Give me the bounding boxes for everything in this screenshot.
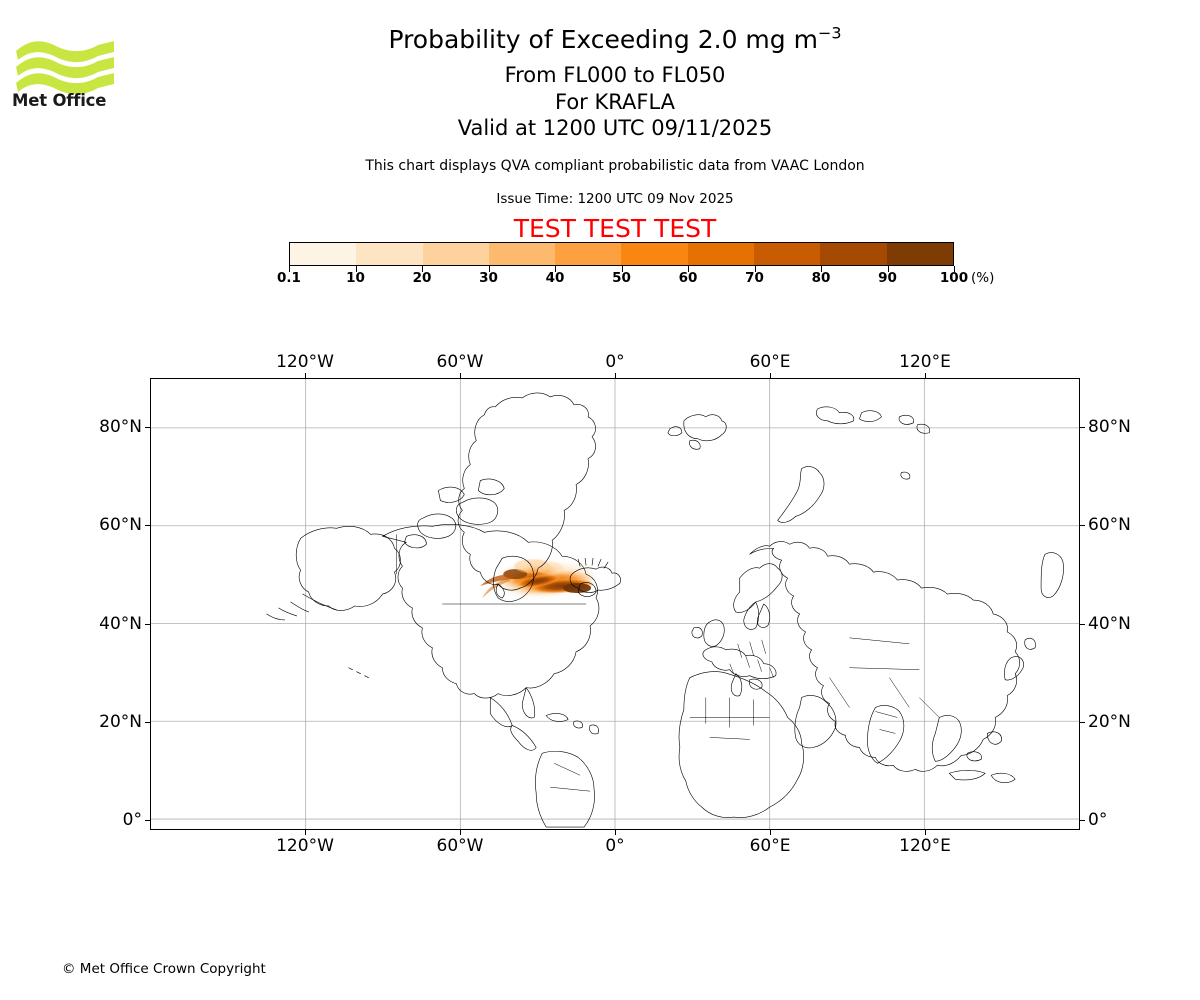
- lat-tick-0-left: [145, 820, 150, 822]
- colorbar-tick-label-40: 40: [545, 270, 565, 286]
- map-gridlines: [151, 379, 1079, 829]
- colorbar-tick-label-30: 30: [479, 270, 498, 286]
- test-banner: TEST TEST TEST: [513, 214, 717, 243]
- page-title-superscript: −3: [817, 23, 842, 43]
- colorbar-band-1: [290, 243, 357, 265]
- colorbar-tick-label-50: 50: [612, 270, 631, 286]
- colorbar-band-5: [555, 243, 622, 265]
- lat-label-left-60: 60°N: [99, 515, 142, 536]
- colorbar-tick-60: [688, 266, 689, 272]
- lat-tick-40-left: [145, 623, 150, 625]
- lat-tick-20-left: [145, 721, 150, 723]
- lon-label-top--60: 60°W: [436, 352, 484, 372]
- lon-tick--120-top: [305, 373, 306, 378]
- lon-tick-60-bottom: [770, 830, 771, 835]
- colorbar-tick-label-100: 100: [939, 270, 969, 286]
- map-plot-area: [150, 378, 1080, 830]
- met-office-logo: [16, 41, 114, 95]
- colorbar-tick-40: [555, 266, 556, 272]
- lat-tick-80-right: [1080, 427, 1085, 429]
- lat-label-right-80: 80°N: [1088, 417, 1131, 438]
- lon-tick-0-top: [615, 373, 616, 378]
- lat-label-left-0: 0°: [122, 810, 142, 831]
- valid-time: Valid at 1200 UTC 09/11/2025: [457, 116, 773, 140]
- volcano-name: For KRAFLA: [555, 90, 675, 114]
- lat-label-right-40: 40°N: [1088, 613, 1131, 634]
- lat-tick-40-right: [1080, 623, 1085, 625]
- lon-tick--60-bottom: [460, 830, 461, 835]
- colorbar-tick-20: [422, 266, 423, 272]
- lat-tick-20-right: [1080, 721, 1085, 723]
- lon-tick-120-bottom: [925, 830, 926, 835]
- colorbar-band-8: [754, 243, 821, 265]
- colorbar-tick-label-90: 90: [878, 270, 897, 286]
- colorbar-band-2: [356, 243, 423, 265]
- qva-note: This chart displays QVA compliant probab…: [365, 158, 865, 174]
- lat-tick-0-right: [1080, 820, 1085, 822]
- colorbar-tick-70: [754, 266, 756, 272]
- lat-tick-60-left: [145, 525, 150, 527]
- lat-tick-80-left: [145, 427, 150, 429]
- colorbar-band-3: [422, 243, 489, 265]
- colorbar-band-6: [621, 243, 688, 265]
- world-map: [151, 379, 1079, 829]
- coastlines: [266, 392, 1064, 828]
- colorbar-bands: [289, 242, 954, 266]
- lon-tick--120-bottom: [305, 830, 306, 835]
- issue-time: Issue Time: 1200 UTC 09 Nov 2025: [496, 191, 734, 207]
- ash-plume: [480, 557, 595, 602]
- lat-tick-60-right: [1080, 525, 1085, 527]
- colorbar-unit-label: (%): [971, 270, 995, 286]
- lat-label-right-0: 0°: [1088, 810, 1108, 831]
- page-title-text: Probability of Exceeding 2.0 mg m: [388, 25, 818, 54]
- lat-label-left-20: 20°N: [99, 711, 142, 732]
- colorbar-tick-50: [621, 266, 623, 272]
- colorbar-tick-label-0.1: 0.1: [277, 270, 301, 286]
- lon-tick--60-top: [460, 373, 461, 378]
- colorbar-tick-10: [355, 266, 357, 272]
- colorbar-tick-90: [887, 266, 889, 272]
- lon-label-bottom--60: 60°W: [436, 836, 484, 856]
- lon-tick-120-top: [925, 373, 926, 378]
- flight-level-range: From FL000 to FL050: [504, 63, 726, 87]
- lon-label-top-60: 60°E: [749, 352, 791, 372]
- colorbar-band-10: [886, 243, 953, 265]
- colorbar-tick-labels: 0.1 10 20 30 40 50 60 70 80 90 100: [277, 270, 968, 288]
- colorbar-tick-label-80: 80: [811, 270, 831, 286]
- lat-label-right-20: 20°N: [1088, 711, 1131, 732]
- lat-label-left-80: 80°N: [99, 417, 142, 438]
- colorbar-tick-80: [821, 266, 822, 272]
- probability-colorbar: [289, 242, 954, 266]
- colorbar-tick-label-20: 20: [412, 270, 432, 286]
- lat-label-right-60: 60°N: [1088, 515, 1131, 536]
- colorbar-tick-100: [954, 266, 955, 272]
- colorbar-band-4: [488, 243, 556, 265]
- lat-label-left-40: 40°N: [99, 613, 142, 634]
- colorbar-tick-label-60: 60: [678, 270, 698, 286]
- lon-label-top--120: 120°W: [276, 352, 334, 372]
- lon-label-bottom-0: 0°: [605, 836, 625, 856]
- colorbar-tick-label-10: 10: [346, 270, 365, 286]
- lon-label-top-0: 0°: [605, 352, 625, 372]
- colorbar-band-9: [820, 243, 887, 265]
- colorbar-tick-0.1: [289, 266, 290, 272]
- colorbar-tick-30: [488, 266, 490, 272]
- page-title: Probability of Exceeding 2.0 mg m−3: [150, 24, 1080, 55]
- lon-label-top-120: 120°E: [899, 352, 951, 372]
- lon-tick-60-top: [770, 373, 771, 378]
- lon-label-bottom--120: 120°W: [276, 836, 334, 856]
- copyright-notice: © Met Office Crown Copyright: [62, 961, 266, 977]
- lon-label-bottom-60: 60°E: [749, 836, 791, 856]
- colorbar-ticks: [289, 266, 955, 274]
- colorbar-band-7: [687, 243, 755, 265]
- lon-label-bottom-120: 120°E: [899, 836, 951, 856]
- political-borders: [396, 534, 940, 792]
- colorbar-tick-label-70: 70: [745, 270, 764, 286]
- met-office-wordmark: Met Office: [12, 91, 107, 110]
- lon-tick-0-bottom: [615, 830, 616, 835]
